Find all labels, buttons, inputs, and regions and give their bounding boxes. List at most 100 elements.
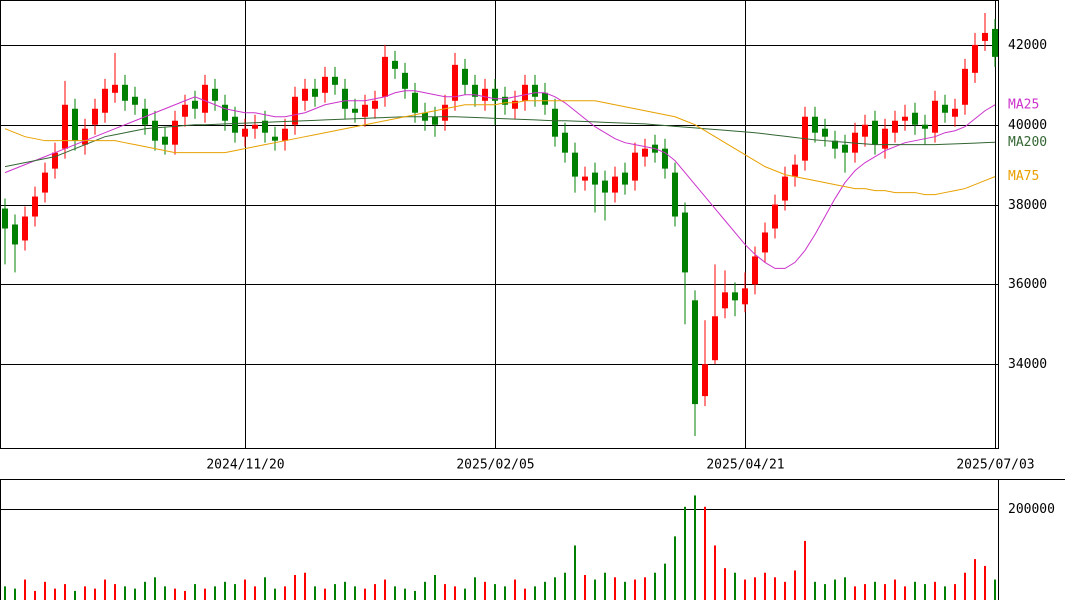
candle-body — [932, 100, 938, 133]
volume-bar — [964, 572, 966, 600]
candle-body — [452, 64, 458, 101]
volume-bar — [94, 588, 96, 600]
volume-bar — [854, 586, 856, 600]
volume-bar — [694, 495, 696, 600]
volume-bar — [224, 581, 226, 600]
volume-bar — [304, 572, 306, 600]
candle-body — [342, 88, 348, 109]
volume-bar — [334, 584, 336, 600]
volume-bar — [314, 586, 316, 600]
candle-body — [762, 232, 768, 253]
candle-body — [492, 88, 498, 101]
volume-bar — [774, 577, 776, 600]
volume-bar — [134, 588, 136, 600]
volume-bar — [564, 572, 566, 600]
candle-body — [62, 104, 68, 149]
candle-body — [642, 148, 648, 157]
candle-body — [842, 144, 848, 153]
volume-bar — [114, 584, 116, 600]
volume-bar — [884, 584, 886, 600]
volume-bar — [14, 588, 16, 600]
candle-body — [212, 88, 218, 101]
volume-bar — [434, 575, 436, 600]
candle-body — [102, 88, 108, 113]
volume-bar — [664, 563, 666, 600]
candle-body — [952, 108, 958, 117]
ma-line — [4, 90, 996, 269]
candle-body — [152, 120, 158, 141]
candle-body — [112, 84, 118, 93]
volume-bar — [104, 579, 106, 600]
ma-legend: MA25 — [1008, 97, 1039, 112]
candle-body — [942, 104, 948, 113]
volume-bar — [34, 590, 36, 600]
candle-body — [922, 124, 928, 129]
volume-bar — [934, 581, 936, 600]
volume-bar — [804, 540, 806, 600]
candle-body — [282, 128, 288, 141]
candle-body — [82, 128, 88, 145]
volume-bar — [254, 586, 256, 600]
volume-bar — [814, 581, 816, 600]
candle-body — [382, 56, 388, 97]
candle-body — [672, 172, 678, 217]
candle-body — [502, 96, 508, 105]
candle-body — [572, 152, 578, 177]
volume-bar — [794, 570, 796, 600]
candle-body — [122, 84, 128, 101]
volume-bar — [904, 586, 906, 600]
candle-body — [562, 132, 568, 153]
candle-body — [592, 172, 598, 185]
volume-bar — [244, 579, 246, 600]
volume-bar — [394, 586, 396, 600]
volume-bar — [454, 586, 456, 600]
volume-bar — [714, 545, 716, 600]
candle-body — [272, 136, 278, 141]
volume-bar — [214, 586, 216, 600]
candle-body — [532, 84, 538, 97]
candle-body — [542, 92, 548, 105]
candle-body — [862, 124, 868, 137]
candle-body — [132, 96, 138, 105]
candle-body — [432, 116, 438, 125]
ma-line — [4, 116, 996, 168]
candle-body — [472, 84, 478, 97]
candle-body — [42, 172, 48, 193]
volume-tick-label: 200000 — [1008, 502, 1055, 517]
volume-bar — [344, 581, 346, 600]
volume-bar — [634, 579, 636, 600]
volume-bar — [594, 579, 596, 600]
volume-bar — [4, 586, 6, 600]
candle-body — [712, 316, 718, 361]
candle-body — [662, 148, 668, 169]
candle-body — [962, 68, 968, 105]
candle-body — [12, 224, 18, 245]
candle-body — [442, 104, 448, 121]
volume-bar — [554, 577, 556, 600]
volume-bar — [504, 586, 506, 600]
candle-body — [172, 120, 178, 145]
candle-body — [872, 120, 878, 145]
candle-body — [362, 104, 368, 117]
volume-bar — [844, 577, 846, 600]
candle-body — [742, 288, 748, 305]
volume-bar — [784, 581, 786, 600]
volume-bar — [24, 579, 26, 600]
candle-body — [732, 292, 738, 301]
candle-body — [792, 164, 798, 177]
volume-bar — [894, 579, 896, 600]
volume-bar — [574, 545, 576, 600]
volume-bar — [584, 575, 586, 600]
candle-body — [752, 256, 758, 285]
candle-body — [692, 300, 698, 405]
candle-body — [202, 84, 208, 113]
candle-body — [512, 100, 518, 109]
volume-bar — [354, 586, 356, 600]
volume-bar — [704, 506, 706, 600]
volume-bar — [294, 575, 296, 600]
candle-body — [612, 176, 618, 193]
candle-body — [552, 108, 558, 137]
volume-bar — [494, 584, 496, 600]
